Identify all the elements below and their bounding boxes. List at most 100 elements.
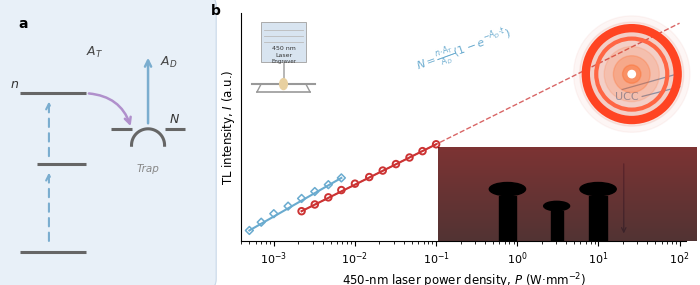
Bar — [438, 146, 696, 147]
Point — [391, 162, 402, 166]
Bar — [438, 233, 696, 234]
Bar — [438, 209, 696, 210]
Bar — [438, 232, 696, 233]
Circle shape — [580, 22, 684, 126]
Point — [283, 204, 294, 208]
Bar — [438, 162, 696, 163]
Bar — [438, 207, 696, 209]
Circle shape — [489, 182, 526, 196]
Bar — [438, 147, 696, 148]
Bar — [438, 225, 696, 226]
Bar — [438, 237, 696, 238]
Bar — [438, 226, 696, 227]
Bar — [438, 153, 696, 154]
Bar — [438, 169, 696, 170]
Bar — [438, 201, 696, 202]
Text: Laser: Laser — [275, 53, 292, 58]
Bar — [438, 187, 696, 188]
Point — [430, 142, 442, 146]
Point — [268, 211, 279, 216]
Bar — [438, 165, 696, 166]
Bar — [438, 177, 696, 178]
Bar — [438, 235, 696, 236]
Bar — [438, 185, 696, 186]
Bar — [438, 213, 696, 214]
Bar — [438, 168, 696, 169]
Text: $n$: $n$ — [10, 78, 19, 91]
Bar — [438, 156, 696, 157]
Point — [296, 196, 307, 201]
Bar — [438, 217, 696, 218]
Bar — [438, 186, 696, 187]
Bar — [438, 167, 696, 168]
Bar — [438, 194, 696, 195]
Bar — [438, 204, 696, 205]
Point — [323, 182, 334, 187]
Bar — [438, 215, 696, 216]
Bar — [438, 212, 696, 213]
FancyBboxPatch shape — [261, 22, 306, 62]
Bar — [438, 172, 696, 173]
Bar — [438, 161, 696, 162]
Bar — [438, 234, 696, 235]
Bar — [438, 183, 696, 184]
Point — [349, 181, 360, 186]
Point — [377, 168, 388, 173]
Text: $N$: $N$ — [169, 113, 180, 126]
Bar — [438, 173, 696, 174]
Bar — [438, 218, 696, 219]
Bar — [438, 148, 696, 149]
Text: $A_D$: $A_D$ — [160, 55, 178, 70]
Bar — [438, 199, 696, 200]
Bar — [438, 205, 696, 206]
Bar — [438, 175, 696, 176]
Point — [363, 175, 374, 179]
Bar — [438, 149, 696, 150]
Circle shape — [586, 28, 678, 120]
Bar — [438, 238, 696, 239]
Bar — [438, 214, 696, 215]
Point — [417, 149, 428, 153]
Bar — [438, 219, 696, 220]
Point — [336, 176, 347, 180]
Bar — [438, 222, 696, 223]
Point — [296, 209, 307, 213]
Bar — [438, 230, 696, 231]
Bar — [438, 203, 696, 204]
Bar — [438, 190, 696, 192]
Circle shape — [279, 79, 288, 89]
Point — [309, 202, 321, 207]
Bar — [438, 210, 696, 211]
Bar — [438, 188, 696, 189]
FancyArrowPatch shape — [89, 93, 131, 123]
Text: a: a — [18, 17, 27, 31]
Point — [244, 228, 255, 233]
Circle shape — [604, 46, 659, 102]
Bar — [438, 196, 696, 197]
Circle shape — [613, 56, 650, 92]
Bar — [438, 197, 696, 198]
Bar — [438, 193, 696, 194]
Text: UCC: UCC — [615, 92, 638, 102]
FancyArrowPatch shape — [145, 60, 151, 123]
Bar — [438, 164, 696, 165]
Circle shape — [628, 70, 636, 78]
Bar — [438, 155, 696, 156]
Point — [256, 220, 267, 225]
Bar — [438, 224, 696, 225]
Bar — [438, 166, 696, 167]
Bar — [438, 184, 696, 185]
Bar — [438, 163, 696, 164]
Point — [309, 189, 321, 194]
Text: $N = \frac{n{\cdot}A_T}{A_D}\left(1 - e^{-A_D{\cdot}t}\right)$: $N = \frac{n{\cdot}A_T}{A_D}\left(1 - e^… — [413, 21, 514, 78]
Point — [404, 155, 415, 160]
Bar — [438, 229, 696, 230]
Bar — [438, 170, 696, 172]
Bar — [438, 176, 696, 177]
Bar — [438, 178, 696, 179]
Bar — [438, 206, 696, 207]
Bar — [438, 189, 696, 190]
Text: Engraver: Engraver — [271, 59, 296, 64]
Bar — [438, 158, 696, 159]
Bar — [438, 221, 696, 222]
